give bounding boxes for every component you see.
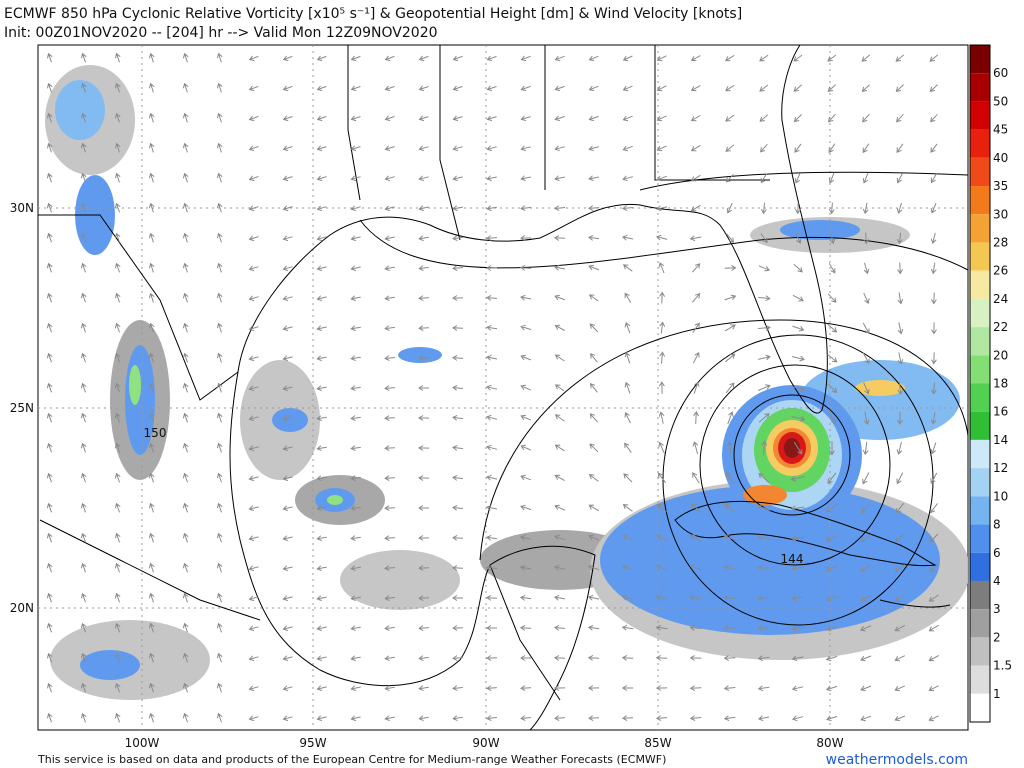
- colorbar-swatch: [970, 665, 990, 694]
- colorbar-swatch: [970, 383, 990, 412]
- colorbar-swatch: [970, 101, 990, 130]
- coastlines: [38, 45, 951, 730]
- colorbar-label: 1: [993, 687, 1001, 701]
- colorbar: 60 50 45 40 35 30 28 26 24 22 20 18 16 14 12 10 8 6 4 3 2 1.5…: [969, 44, 1012, 723]
- colorbar-label: 30: [993, 207, 1008, 221]
- colorbar-label: 14: [993, 433, 1008, 447]
- graticule: [38, 45, 968, 730]
- title: ECMWF 850 hPa Cyclonic Relative Vorticit…: [4, 6, 742, 22]
- colorbar-swatch: [970, 637, 990, 666]
- colorbar-label: 60: [993, 66, 1008, 80]
- colorbar-swatch: [970, 214, 990, 243]
- colorbar-swatch: [970, 298, 990, 328]
- colorbar-swatch: [970, 693, 990, 722]
- colorbar-swatch: [970, 45, 990, 74]
- colorbar-swatch: [970, 552, 990, 581]
- vorticity-shading: [45, 65, 968, 700]
- lon-label: 90W: [472, 736, 499, 750]
- lat-label: 20N: [10, 601, 34, 615]
- colorbar-label: 2: [993, 630, 1001, 644]
- lon-label: 95W: [299, 736, 326, 750]
- colorbar-label: 8: [993, 518, 1001, 532]
- colorbar-swatch: [970, 609, 990, 638]
- colorbar-swatch: [970, 496, 990, 525]
- colorbar-label: 16: [993, 405, 1008, 419]
- wind-vectors: [46, 52, 939, 723]
- lon-label: 100W: [125, 736, 160, 750]
- lon-label: 85W: [644, 736, 671, 750]
- colorbar-swatch: [970, 327, 990, 356]
- colorbar-label: 40: [993, 151, 1008, 165]
- colorbar-swatch: [970, 73, 990, 102]
- colorbar-label: 26: [993, 264, 1008, 278]
- colorbar-label: 4: [993, 574, 1001, 588]
- colorbar-swatch: [970, 157, 990, 187]
- site-link: weathermodels.com: [826, 752, 968, 768]
- colorbar-swatch: [970, 355, 990, 384]
- colorbar-label: 50: [993, 94, 1008, 108]
- colorbar-label: 28: [993, 235, 1008, 249]
- colorbar-swatch: [970, 439, 990, 469]
- colorbar-label: 1.5: [993, 659, 1012, 673]
- wind-arrows: [46, 52, 939, 723]
- colorbar-label: 6: [993, 546, 1001, 560]
- colorbar-swatch: [970, 524, 990, 553]
- lat-label: 25N: [10, 401, 34, 415]
- colorbar-label: 22: [993, 320, 1008, 334]
- colorbar-swatch: [970, 242, 990, 271]
- colorbar-label: 18: [993, 377, 1008, 391]
- credit: This service is based on data and produc…: [37, 753, 666, 766]
- colorbar-swatch: [970, 129, 990, 158]
- colorbar-label: 20: [993, 348, 1008, 362]
- lon-label: 80W: [816, 736, 843, 750]
- colorbar-label: 3: [993, 602, 1001, 616]
- map: 150 144: [37, 44, 969, 731]
- colorbar-frame: [969, 44, 991, 723]
- contour-label: 144: [781, 552, 804, 566]
- contour-label: 150: [144, 426, 167, 440]
- subtitle: Init: 00Z01NOV2020 -- [204] hr --> Valid…: [4, 25, 438, 41]
- colorbar-label: 45: [993, 123, 1008, 137]
- colorbar-label: 12: [993, 461, 1008, 475]
- colorbar-label: 35: [993, 179, 1008, 193]
- colorbar-swatch: [970, 411, 990, 440]
- colorbar-swatch: [970, 468, 990, 497]
- axis-labels: 30N 25N 20N 100W 95W 90W 85W 80W: [10, 201, 844, 750]
- colorbar-label: 24: [993, 292, 1008, 306]
- lat-label: 30N: [10, 201, 34, 215]
- colorbar-label: 10: [993, 489, 1008, 503]
- colorbar-swatch: [970, 270, 990, 299]
- colorbar-swatch: [970, 186, 990, 215]
- colorbar-swatch: [970, 580, 990, 610]
